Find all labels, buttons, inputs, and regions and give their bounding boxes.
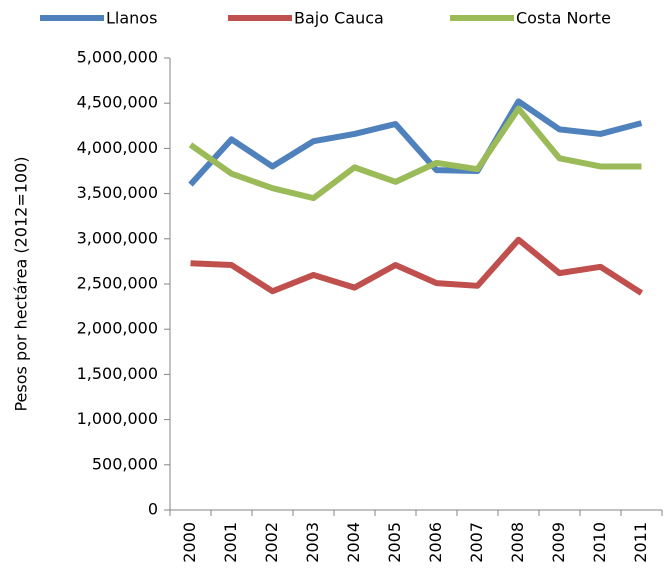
- x-tick-label: 2011: [631, 522, 650, 563]
- y-tick-label: 500,000: [92, 454, 158, 473]
- y-tick-label: 1,000,000: [77, 409, 158, 428]
- x-tick-label: 2007: [467, 522, 486, 563]
- y-tick-label: 4,500,000: [77, 93, 158, 112]
- y-tick-label: 0: [148, 500, 158, 519]
- x-tick-label: 2008: [508, 522, 527, 563]
- y-axis-title: Pesos por hectárea (2012=100): [12, 156, 31, 411]
- x-tick-label: 2005: [385, 522, 404, 563]
- y-tick-label: 4,000,000: [77, 138, 158, 157]
- x-tick-label: 2009: [549, 522, 568, 563]
- series-line: [188, 105, 642, 202]
- x-tick-label: 2010: [590, 522, 609, 563]
- y-tick-label: 3,500,000: [77, 183, 158, 202]
- x-tick-label: 2000: [180, 522, 199, 563]
- x-tick-label: 2004: [344, 522, 363, 563]
- y-tick-label: 2,000,000: [77, 319, 158, 338]
- series-line: [188, 98, 643, 187]
- y-tick-label: 3,000,000: [77, 228, 158, 247]
- x-tick-label: 2001: [221, 522, 240, 563]
- legend-label: Costa Norte: [516, 9, 611, 28]
- y-tick-label: 5,000,000: [77, 48, 158, 67]
- y-tick-label: 2,500,000: [77, 274, 158, 293]
- legend-label: Bajo Cauca: [294, 9, 384, 28]
- x-tick-label: 2003: [303, 522, 322, 563]
- x-tick-label: 2006: [426, 522, 445, 563]
- x-tick-label: 2002: [262, 522, 281, 563]
- series-line: [190, 236, 644, 296]
- y-tick-label: 1,500,000: [77, 364, 158, 383]
- legend-label: Llanos: [106, 9, 157, 28]
